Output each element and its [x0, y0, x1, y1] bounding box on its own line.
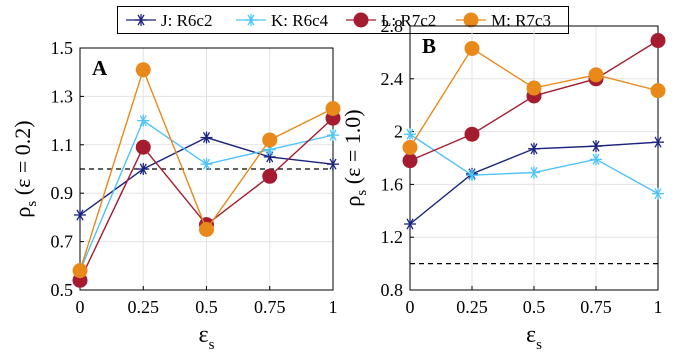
- panel-label: A: [92, 56, 108, 80]
- legend-label: M: R7c3: [491, 11, 551, 30]
- data-point: [262, 168, 278, 184]
- data-point: [528, 142, 540, 155]
- x-axis-label: εs: [199, 322, 215, 353]
- x-tick-label: 0.75: [254, 297, 286, 317]
- data-point: [262, 132, 278, 148]
- data-point: [72, 263, 88, 279]
- legend-label: L: R7c2: [381, 11, 436, 30]
- y-tick-label: 1.2: [381, 227, 404, 247]
- series-3: [72, 62, 341, 279]
- y-tick-label: 1.1: [51, 135, 74, 155]
- data-point: [528, 166, 540, 179]
- x-tick-label: 1: [654, 297, 663, 317]
- legend-item-2: L: R7c2: [346, 11, 436, 30]
- panel-label: B: [422, 34, 436, 58]
- legend-item-0: J: R6c2: [126, 11, 212, 30]
- legend-label: J: R6c2: [161, 11, 212, 30]
- legend-svg: J: R6c2 K: R6c4 L: R7c2 M: R7c3: [126, 11, 551, 30]
- series-0: [404, 136, 664, 230]
- data-point: [590, 153, 602, 166]
- y-tick-label: 2: [394, 122, 403, 142]
- data-point: [137, 114, 150, 127]
- legend-marker: [245, 14, 257, 26]
- y-tick-label: 2.8: [381, 16, 404, 36]
- legend-marker: [353, 12, 369, 28]
- data-point: [590, 140, 602, 153]
- data-point: [200, 158, 213, 171]
- y-tick-label: 2.4: [381, 69, 404, 89]
- data-point: [327, 158, 339, 171]
- data-point: [650, 33, 666, 49]
- data-point: [526, 80, 542, 96]
- legend: J: R6c2 K: R6c4 L: R7c2 M: R7c3: [117, 6, 569, 34]
- data-point: [652, 187, 664, 200]
- data-point: [652, 136, 664, 149]
- legend-label: K: R6c4: [271, 11, 329, 30]
- x-tick-label: 0.5: [523, 297, 546, 317]
- y-tick-label: 1.3: [51, 86, 74, 106]
- data-point: [404, 128, 416, 141]
- data-point: [135, 139, 151, 155]
- data-point: [325, 101, 341, 116]
- y-tick-label: 0.7: [51, 232, 74, 252]
- x-axis-label: εs: [526, 322, 542, 353]
- y-axis-label: ρs (ε = 0.2): [10, 120, 40, 217]
- data-point: [464, 126, 480, 142]
- x-tick-label: 0.25: [128, 297, 160, 317]
- data-point: [650, 83, 666, 99]
- y-tick-label: 1.5: [51, 38, 74, 58]
- data-point: [327, 129, 339, 142]
- data-point: [404, 218, 416, 230]
- y-tick-label: 0.5: [51, 280, 74, 300]
- x-tick-label: 0.25: [456, 297, 488, 317]
- data-point: [402, 153, 418, 169]
- data-point: [137, 163, 150, 175]
- data-point: [200, 131, 213, 144]
- y-tick-label: 0.8: [381, 280, 404, 300]
- legend-marker: [463, 12, 479, 28]
- data-point: [464, 40, 480, 56]
- y-tick-label: 1.6: [381, 174, 404, 194]
- x-tick-label: 0: [76, 297, 85, 317]
- y-tick-label: 0.9: [51, 183, 74, 203]
- x-tick-label: 0.5: [195, 297, 218, 317]
- panel-B: 0 0.25 0.5 0.75 1 0.8 1.2 1.6 2 2.4 2.8 Bεs ρs (ε = …: [340, 16, 666, 353]
- y-axis-label: ρs (ε = 1.0): [340, 109, 370, 206]
- x-tick-label: 0: [406, 297, 415, 317]
- series-3: [402, 40, 666, 155]
- data-point: [402, 139, 418, 155]
- x-tick-label: 0.75: [580, 297, 612, 317]
- data-point: [199, 222, 214, 237]
- data-point: [135, 62, 151, 78]
- data-point: [588, 67, 604, 83]
- series-1: [404, 128, 664, 200]
- x-tick-label: 1: [329, 297, 338, 317]
- legend-item-3: M: R7c3: [456, 11, 551, 30]
- legend-marker: [135, 14, 147, 26]
- panel-A: 0 0.25 0.5 0.75 1 0.5 0.7 0.9 1.1 1.3 1.5 Aεs ρs (ε …: [10, 38, 341, 353]
- legend-item-1: K: R6c4: [236, 11, 329, 30]
- data-point: [74, 208, 86, 221]
- data-point: [466, 169, 478, 182]
